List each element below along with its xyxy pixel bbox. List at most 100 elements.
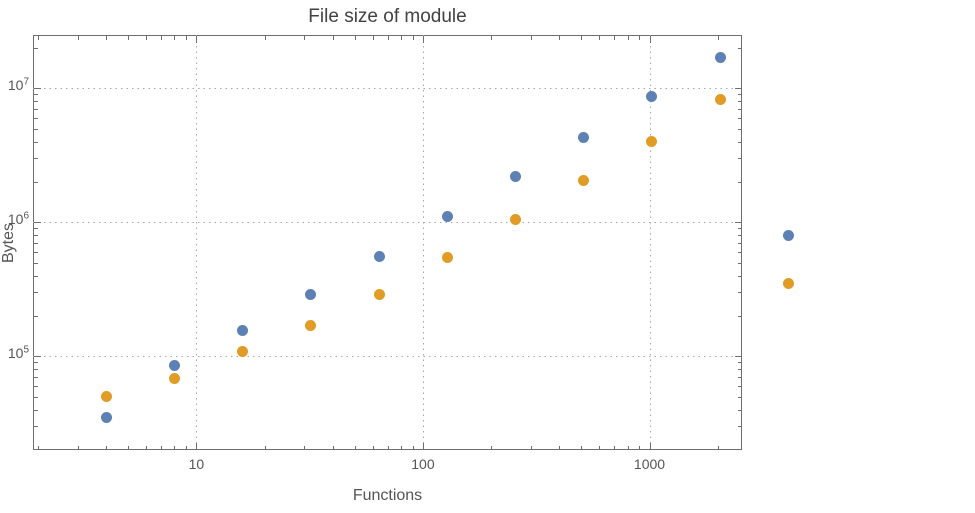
data-point-orange xyxy=(441,251,453,263)
tick-mark xyxy=(34,386,38,388)
tick-mark xyxy=(649,443,651,450)
tick-mark xyxy=(38,36,40,40)
tick-mark xyxy=(186,36,188,40)
tick-mark xyxy=(531,446,533,450)
tick-mark xyxy=(738,386,742,388)
tick-mark xyxy=(738,362,742,364)
tick-mark xyxy=(34,94,38,96)
tick-mark xyxy=(735,356,742,358)
tick-mark xyxy=(196,443,198,450)
tick-mark xyxy=(34,88,41,90)
data-point-orange xyxy=(305,319,317,331)
tick-mark xyxy=(738,315,742,317)
data-point-blue xyxy=(168,360,180,372)
data-point-blue xyxy=(305,288,317,300)
tick-mark xyxy=(401,36,402,40)
tick-mark xyxy=(738,369,742,371)
gridline-vertical xyxy=(196,35,198,450)
tick-mark xyxy=(401,446,402,450)
tick-mark xyxy=(614,36,616,40)
tick-mark xyxy=(738,396,742,398)
tick-mark xyxy=(738,181,742,183)
data-point-blue xyxy=(373,250,385,262)
plot-area xyxy=(33,35,742,450)
tick-mark xyxy=(174,446,176,450)
tick-mark xyxy=(77,36,79,40)
tick-mark xyxy=(38,446,40,450)
data-point-blue xyxy=(509,170,521,182)
tick-mark xyxy=(581,36,583,40)
tick-mark xyxy=(34,396,38,398)
tick-mark xyxy=(735,88,742,90)
tick-mark xyxy=(264,36,266,40)
tick-mark xyxy=(34,222,41,224)
tick-mark xyxy=(34,369,38,371)
gridline-horizontal xyxy=(33,356,742,358)
x-tick-label: 1000 xyxy=(633,456,666,472)
tick-mark xyxy=(332,446,334,450)
tick-mark xyxy=(304,36,306,40)
tick-mark xyxy=(34,409,38,411)
tick-mark xyxy=(738,377,742,379)
tick-mark xyxy=(34,109,38,111)
tick-mark xyxy=(34,377,38,379)
data-point-orange xyxy=(168,373,180,385)
tick-mark xyxy=(34,362,38,364)
tick-mark xyxy=(264,446,266,450)
tick-mark xyxy=(34,426,38,428)
tick-mark xyxy=(387,36,389,40)
tick-mark xyxy=(581,446,583,450)
chart-title: File size of module xyxy=(308,6,467,27)
tick-mark xyxy=(34,158,38,160)
tick-mark xyxy=(34,235,38,237)
tick-mark xyxy=(738,243,742,245)
tick-mark xyxy=(491,36,493,40)
tick-mark xyxy=(34,181,38,183)
data-point-orange xyxy=(373,288,385,300)
y-axis-label: Bytes xyxy=(0,222,17,264)
tick-mark xyxy=(627,36,629,40)
tick-mark xyxy=(34,275,38,277)
tick-mark xyxy=(738,292,742,294)
tick-mark xyxy=(738,158,742,160)
data-point-orange xyxy=(237,346,249,358)
data-point-orange xyxy=(578,175,590,187)
tick-mark xyxy=(412,36,414,40)
tick-mark xyxy=(738,262,742,264)
tick-mark xyxy=(738,252,742,254)
data-point-orange xyxy=(100,391,112,403)
tick-mark xyxy=(34,356,41,358)
tick-mark xyxy=(34,101,38,103)
tick-mark xyxy=(34,252,38,254)
gridline-vertical xyxy=(422,35,424,450)
tick-mark xyxy=(738,409,742,411)
tick-mark xyxy=(738,426,742,428)
tick-mark xyxy=(531,36,533,40)
data-point-blue xyxy=(441,211,453,223)
tick-mark xyxy=(196,36,198,43)
tick-mark xyxy=(559,446,561,450)
tick-mark xyxy=(717,446,719,450)
tick-mark xyxy=(354,36,356,40)
gridline-vertical xyxy=(649,35,651,450)
tick-mark xyxy=(738,235,742,237)
tick-mark xyxy=(34,262,38,264)
y-tick-label: 107 xyxy=(7,76,29,94)
data-point-blue xyxy=(714,51,726,63)
tick-mark xyxy=(738,141,742,143)
tick-mark xyxy=(186,446,188,450)
tick-mark xyxy=(34,292,38,294)
data-point-blue xyxy=(646,90,658,102)
tick-mark xyxy=(304,446,306,450)
tick-mark xyxy=(34,315,38,317)
tick-mark xyxy=(372,446,374,450)
tick-mark xyxy=(34,128,38,130)
tick-mark xyxy=(649,36,651,43)
tick-mark xyxy=(372,36,374,40)
tick-mark xyxy=(627,446,629,450)
tick-mark xyxy=(146,446,148,450)
tick-mark xyxy=(128,446,130,450)
data-point-orange xyxy=(646,136,658,148)
data-point-blue xyxy=(782,229,794,241)
